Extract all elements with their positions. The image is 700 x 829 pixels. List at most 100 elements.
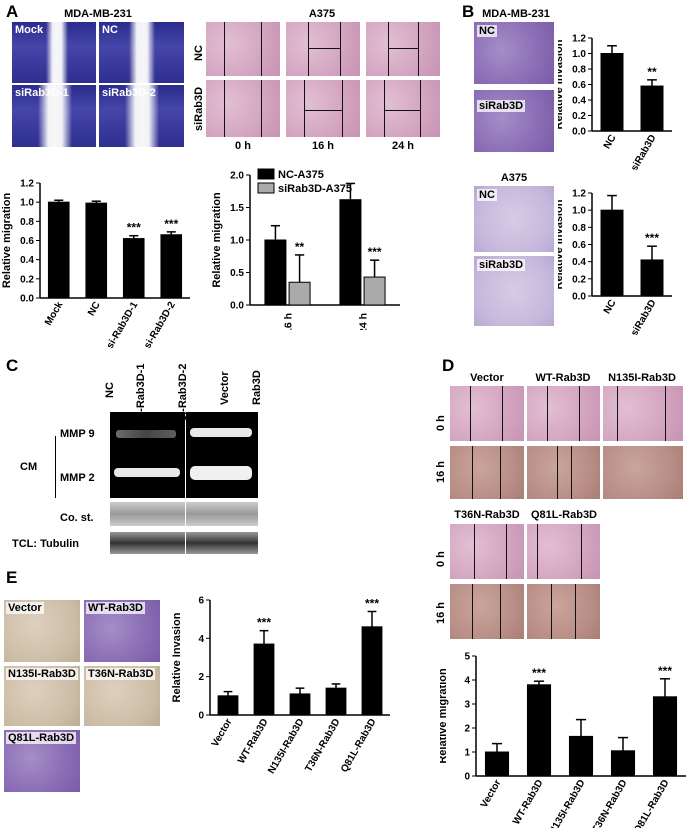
x-tick-label: si-Rab3D-2 [142, 300, 178, 348]
micrograph-d [527, 386, 600, 441]
micrograph-nc-0h [206, 22, 280, 76]
x-tick-label: T36N-Rab3D [590, 778, 629, 828]
micrograph-b-sirab3d: siRab3D [474, 90, 554, 152]
x-tick-label: 24 h [358, 313, 370, 330]
micrograph-label: WT-Rab3D [86, 602, 145, 614]
x-tick-label: NC [86, 300, 103, 318]
bar [652, 696, 678, 777]
y-axis-label: Relative migration [1, 193, 13, 289]
micrograph-label: siRab3D [477, 100, 526, 112]
blot-costain-right [186, 502, 258, 526]
micrograph-label: Vector [6, 602, 44, 614]
micrograph-e: Vector [4, 600, 80, 662]
bar [253, 643, 275, 716]
blot-label-cost: Co. st. [60, 512, 94, 524]
chart-b1-invasion: 0.0 0.2 0.4 0.6 0.8 1.0 1.2 Relative Invasion NC… [558, 34, 672, 170]
y-tick-label: 0.4 [20, 255, 34, 266]
panel-label-d: D [442, 356, 455, 375]
y-tick-label: 1.0 [230, 236, 244, 247]
micrograph-d [527, 584, 600, 639]
bar [640, 259, 664, 297]
y-tick-label: 1.0 [20, 198, 34, 209]
significance-label: *** [257, 616, 271, 630]
panel-label-b: B [462, 2, 475, 21]
micrograph-sirab3d-1: siRab3D-1 [12, 85, 96, 147]
y-tick-label: 1.2 [572, 189, 586, 200]
lane-label: Vector [219, 371, 231, 405]
y-tick-label: 2.0 [230, 171, 244, 182]
y-tick-label: 0.4 [572, 257, 586, 268]
micrograph-d [527, 524, 600, 579]
y-axis-label: Relative Invasion [558, 39, 565, 129]
micrograph-sirab3d-2: siRab3D-2 [99, 85, 184, 147]
d-col-label: Vector [470, 372, 504, 384]
d-row-label: 16 h [435, 601, 447, 624]
lane-label: si-Rab3D-1 [135, 363, 147, 421]
blot-label-cm: CM [20, 461, 38, 473]
y-tick-label: 0.0 [572, 292, 586, 303]
significance-label: *** [645, 231, 659, 245]
micrograph-label: NC [477, 189, 497, 201]
lane-label: NC [104, 382, 116, 398]
micrograph-e: T36N-Rab3D [84, 666, 160, 726]
blot-label-mmp9: MMP 9 [60, 428, 95, 440]
y-axis-label: Relative Invasion [171, 612, 183, 702]
bar [85, 202, 108, 299]
blot-tubulin-left [110, 532, 185, 554]
micrograph-b-nc: NC [474, 22, 554, 84]
micrograph-label: Q81L-Rab3D [6, 732, 77, 744]
micrograph-e: Q81L-Rab3D [4, 730, 80, 792]
legend-swatch [257, 168, 275, 180]
chart-b2-invasion: 0.0 0.2 0.4 0.6 0.8 1.0 1.2 Relative Invasion NC… [558, 189, 672, 335]
bar [363, 276, 386, 306]
x-tick-label: WT-Rab3D [236, 717, 271, 766]
micrograph-label: siRab3D [477, 259, 526, 271]
y-tick-label: 0.8 [572, 223, 586, 234]
d-row-label: 16 h [435, 460, 447, 483]
panel-a-title-left: MDA-MB-231 [64, 8, 132, 20]
micrograph-d [603, 446, 683, 499]
lane-label: Rab3D [251, 370, 263, 405]
blot-cm-right [186, 412, 258, 498]
x-tick-label: NC [602, 298, 619, 316]
y-tick-label: 0.4 [572, 96, 586, 107]
y-tick-label: 4 [198, 634, 204, 645]
micrograph-label: siRab3D-2 [102, 87, 156, 99]
x-tick-label: Vector [210, 717, 235, 749]
micrograph-d [450, 524, 524, 579]
y-tick-label: 0 [464, 772, 470, 783]
y-tick-label: 0.6 [572, 80, 586, 91]
legend-swatch [257, 182, 275, 194]
chart-a2-migration: 0.0 0.5 1.0 1.5 2.0 Relative migration ** 16 h *… [211, 168, 400, 330]
x-tick-label: siRab3D [629, 298, 659, 335]
micrograph-e: WT-Rab3D [84, 600, 160, 662]
y-axis-label: Relative Invasion [558, 199, 565, 289]
d-row-label: 0 h [435, 415, 447, 431]
y-tick-label: 1.0 [572, 49, 586, 60]
bar [325, 687, 347, 716]
bar [288, 281, 311, 306]
bar [289, 693, 311, 716]
significance-label: ** [647, 65, 657, 79]
y-tick-label: 1.0 [572, 206, 586, 217]
y-tick-label: 1.2 [20, 179, 34, 190]
y-tick-label: 5 [464, 652, 470, 663]
y-tick-label: 4 [464, 676, 470, 687]
y-tick-label: 0.8 [572, 65, 586, 76]
bar [484, 751, 510, 777]
bar [122, 238, 145, 299]
y-tick-label: 0.0 [572, 127, 586, 138]
bar [160, 234, 183, 299]
micrograph-b-a375-nc: NC [474, 186, 554, 252]
row-label-sirab3d: siRab3D [193, 86, 205, 131]
bar [568, 735, 594, 777]
micrograph-nc-24h [366, 22, 440, 76]
x-tick-label: Q81L-Rab3D [632, 778, 672, 828]
panel-label-e: E [6, 568, 18, 587]
bar [217, 695, 239, 716]
blot-label-mmp2: MMP 2 [60, 472, 95, 484]
significance-label: *** [532, 666, 546, 680]
micrograph-nc-16h [286, 22, 360, 76]
y-tick-label: 0.0 [20, 294, 34, 305]
y-tick-label: 0.0 [230, 301, 244, 312]
